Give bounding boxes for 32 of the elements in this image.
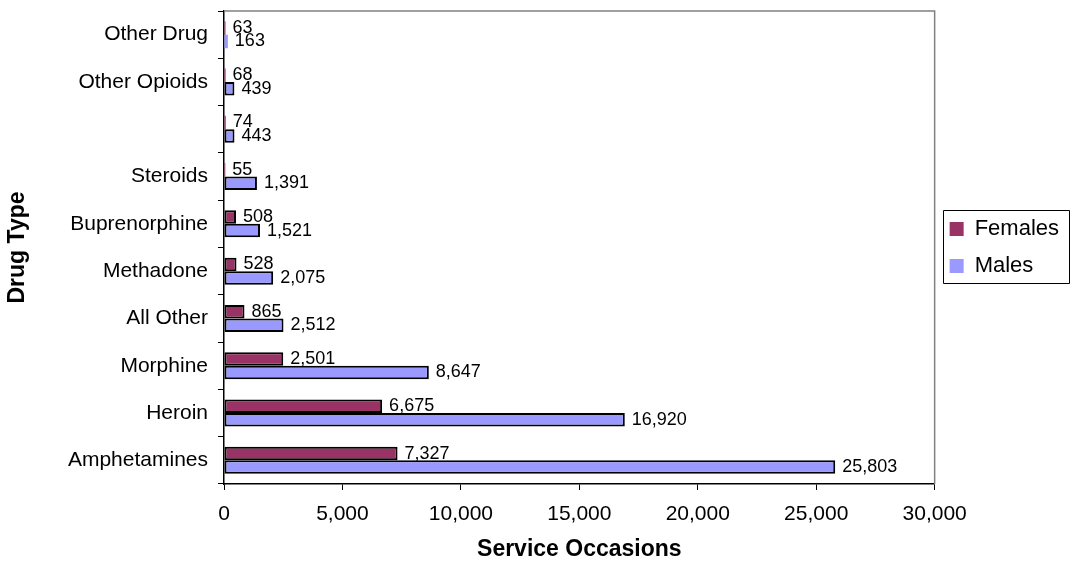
y-axis-title: Drug Type: [3, 191, 30, 304]
y-tick-label: Methadone: [102, 257, 208, 281]
legend-label: Females: [974, 215, 1059, 241]
y-tick-label: Buprenorphine: [70, 210, 208, 234]
x-tick-label: 25,000: [784, 501, 849, 525]
data-label: 6,675: [389, 395, 435, 416]
y-tick-label: Amphetamines: [67, 447, 208, 471]
y-tick-label: Heroin: [146, 399, 208, 423]
data-label: 7,327: [404, 442, 450, 463]
data-label: 25,803: [842, 456, 898, 477]
x-tick-label: 5,000: [316, 501, 369, 525]
x-tick-label: 20,000: [665, 501, 730, 525]
x-tick-label: 10,000: [428, 501, 493, 525]
x-tick-label: 30,000: [902, 501, 967, 525]
y-tick-label: Morphine: [120, 352, 208, 376]
data-label: 16,920: [631, 408, 687, 429]
data-label: 8,647: [435, 361, 481, 382]
data-label: 865: [251, 300, 282, 321]
data-label: 55: [232, 158, 253, 179]
legend-label: Males: [974, 252, 1034, 278]
y-tick-label: Other Opioids: [78, 68, 208, 92]
data-label: 2,075: [280, 266, 326, 287]
data-label: 1,391: [263, 172, 309, 193]
data-label: 528: [243, 253, 274, 274]
y-tick-label: Other Drug: [104, 21, 208, 45]
x-axis-title: Service Occasions: [477, 534, 682, 561]
x-tick-label: 15,000: [547, 501, 612, 525]
x-tick-label: 0: [218, 501, 230, 525]
y-tick-label: All Other: [126, 305, 208, 329]
data-label: 2,501: [290, 347, 336, 368]
data-label: 2,512: [290, 314, 336, 335]
y-tick-label: Steroids: [130, 163, 208, 187]
